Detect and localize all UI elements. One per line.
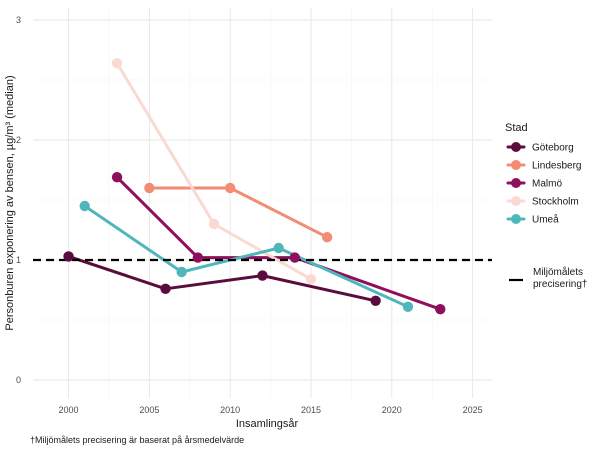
data-point-Lindesberg [224,182,236,194]
y-axis-title: Personburen exponering av bensen, µg/m³ … [4,75,16,330]
x-tick-label: 2005 [139,405,159,415]
x-axis-ticks: 2000 2005 2010 2015 2020 2025 [59,405,483,415]
data-point-Göteborg [160,283,171,294]
y-axis-ticks: 0 1 2 3 [16,15,21,385]
data-point-Malmö [289,252,301,263]
data-point-Lindesberg [321,232,333,243]
major-gridlines [33,8,492,398]
series-line-Malmö [115,175,442,311]
x-tick-label: 2010 [220,405,240,415]
y-tick-label: 2 [16,135,21,145]
legend-label: Malmö [532,179,562,190]
data-point-Umeå [273,242,284,254]
legend-key-point [511,160,521,170]
y-tick-label: 3 [16,15,21,25]
legend-label: Stockholm [532,197,579,208]
x-tick-label: 2015 [301,405,321,415]
legend-key-point [511,178,521,188]
series-points [63,58,446,315]
reference-legend: Miljömålets precisering† [509,266,587,290]
data-point-Umeå [402,301,414,312]
legend-label: Göteborg [532,143,574,154]
data-point-Umeå [176,266,187,278]
data-point-Stockholm [208,218,220,230]
series-lines [67,61,442,311]
legend-key-point [511,142,521,152]
legend-title: Stad [505,122,528,134]
series-line-Lindesberg [147,186,329,239]
legend-key-point [511,214,521,224]
x-tick-label: 2025 [463,405,483,415]
data-point-Stockholm [305,274,317,285]
series-line-Göteborg [67,254,378,303]
legend-label: Lindesberg [532,161,581,172]
data-point-Göteborg [257,270,268,281]
x-tick-label: 2000 [59,405,79,415]
data-point-Malmö [435,304,446,315]
x-axis-title: Insamlingsår [236,418,299,430]
data-point-Göteborg [370,295,381,306]
series-line-Umeå [83,204,410,309]
data-point-Stockholm [111,58,123,69]
reference-legend-label-line1: Miljömålets [533,266,583,278]
data-point-Umeå [79,200,90,212]
legend-label: Umeå [532,214,559,226]
y-tick-label: 0 [16,375,21,385]
y-tick-label: 1 [16,255,21,265]
reference-legend-label-line2: precisering† [533,279,587,290]
data-point-Malmö [192,252,204,263]
data-point-Lindesberg [144,182,155,194]
minor-gridlines [33,8,492,398]
legend: Göteborg Lindesberg Malmö Stockholm Umeå [506,142,581,226]
legend-key-point [511,196,521,206]
x-tick-label: 2020 [382,405,402,415]
footnote: †Miljömålets precisering är baserat på å… [30,435,244,445]
data-point-Göteborg [63,251,74,262]
data-point-Malmö [111,172,123,183]
